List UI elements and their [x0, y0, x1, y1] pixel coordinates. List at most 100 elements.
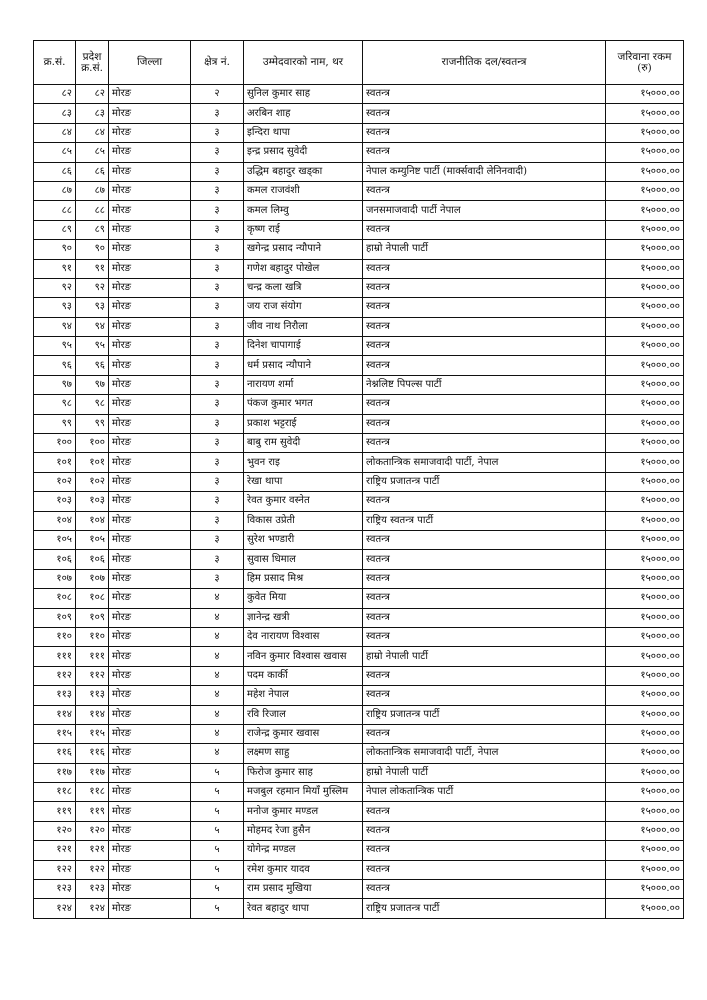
cell-province-serial-no: ११३	[75, 685, 109, 706]
cell-party: स्वतन्त्र	[362, 549, 606, 570]
cell-party: नेपाल कम्युनिष्ट पार्टी (मार्क्सवादी लेन…	[362, 161, 606, 182]
cell-serial-no: १२३	[33, 879, 76, 900]
cell-party: स्वतन्त्र	[362, 180, 606, 202]
cell-district: मोरङ	[108, 840, 191, 861]
cell-constituency-no: ४	[190, 665, 244, 687]
cell-candidate-name: पदम कार्की	[243, 665, 363, 687]
table-row: ९५ ९५ मोरङ ३ दिनेश चापागाई स्वतन्त्र १५०००.००	[33, 336, 684, 357]
cell-district: मोरङ	[108, 258, 191, 279]
cell-candidate-name: उद्धिम बहादुर खड्का	[243, 161, 363, 182]
cell-candidate-name: गणेश बहादुर पोखेल	[243, 258, 363, 279]
cell-candidate-name: अरबिन शाह	[243, 103, 363, 124]
cell-constituency-no: ३	[190, 336, 244, 357]
cell-fine-amount: १५०००.००	[605, 743, 684, 764]
cell-serial-no: ९१	[33, 258, 76, 279]
cell-district: मोरङ	[108, 646, 191, 667]
cell-serial-no: १०८	[33, 588, 76, 609]
table-row: ९० ९० मोरङ ३ खगेन्द्र प्रसाद न्यौपाने हाम्रो …	[33, 239, 684, 260]
table-row: ११८ ११८ मोरङ ५ मजबुल रहमान मियाँ मुस्लिम नेपा…	[33, 782, 684, 803]
cell-district: मोरङ	[108, 471, 191, 493]
header-fine-amount: जरिवाना रकम (रु)	[605, 40, 684, 85]
cell-candidate-name: सुनिल कुमार साह	[243, 83, 363, 105]
table-row: १११ १११ मोरङ ४ नविन कुमार विश्वास खवास हाम्रो…	[33, 646, 684, 667]
cell-constituency-no: ३	[190, 180, 244, 202]
cell-province-serial-no: १०४	[75, 510, 109, 531]
table-row: ११७ ११७ मोरङ ५ फिरोज कुमार साह हाम्रो नेपाली …	[33, 762, 684, 784]
cell-district: मोरङ	[108, 568, 191, 590]
cell-serial-no: १०५	[33, 529, 76, 551]
cell-serial-no: ९९	[33, 413, 76, 435]
cell-constituency-no: ४	[190, 743, 244, 764]
cell-province-serial-no: ८५	[75, 142, 109, 163]
cell-party: स्वतन्त्र	[362, 491, 606, 512]
cell-party: नेपाल लोकतान्त्रिक पार्टी	[362, 782, 606, 803]
cell-district: मोरङ	[108, 277, 191, 299]
cell-fine-amount: १५०००.००	[605, 685, 684, 706]
cell-constituency-no: ३	[190, 452, 244, 473]
cell-candidate-name: बाबु राम सुवेदी	[243, 433, 363, 454]
cell-serial-no: ८६	[33, 161, 76, 182]
cell-party: स्वतन्त्र	[362, 103, 606, 124]
cell-party: लोकतान्त्रिक समाजवादी पार्टी, नेपाल	[362, 452, 606, 473]
cell-serial-no: ९४	[33, 316, 76, 338]
cell-province-serial-no: ९९	[75, 413, 109, 435]
table-row: ९८ ९८ मोरङ ३ पंकज कुमार भगत स्वतन्त्र १५०००.००	[33, 394, 684, 415]
cell-candidate-name: जय राज संयोग	[243, 297, 363, 318]
cell-fine-amount: १५०००.००	[605, 297, 684, 318]
cell-district: मोरङ	[108, 103, 191, 124]
cell-serial-no: ११२	[33, 665, 76, 687]
cell-fine-amount: १५०००.००	[605, 374, 684, 396]
cell-serial-no: ८८	[33, 200, 76, 221]
cell-district: मोरङ	[108, 297, 191, 318]
cell-province-serial-no: १००	[75, 433, 109, 454]
cell-candidate-name: कृष्ण राई	[243, 219, 363, 241]
cell-constituency-no: ३	[190, 374, 244, 396]
cell-candidate-name: लक्ष्मण साहु	[243, 743, 363, 764]
cell-serial-no: ११५	[33, 723, 76, 745]
cell-fine-amount: १५०००.००	[605, 801, 684, 822]
cell-party: स्वतन्त्र	[362, 316, 606, 338]
cell-constituency-no: ५	[190, 782, 244, 803]
cell-serial-no: ९६	[33, 355, 76, 376]
cell-fine-amount: १५०००.००	[605, 510, 684, 531]
cell-candidate-name: भुवन राइ	[243, 452, 363, 473]
cell-serial-no: ११९	[33, 801, 76, 822]
table-row: ११६ ११६ मोरङ ४ लक्ष्मण साहु लोकतान्त्रिक समाज…	[33, 743, 684, 764]
table-row: १२३ १२३ मोरङ ५ राम प्रसाद मुखिया स्वतन्त्र १५०…	[33, 879, 684, 900]
cell-candidate-name: हिम प्रसाद मिश्र	[243, 568, 363, 590]
table-row: ११९ ११९ मोरङ ५ मनोज कुमार मण्डल स्वतन्त्र १५००…	[33, 801, 684, 822]
cell-serial-no: १२१	[33, 840, 76, 861]
table-row: १२१ १२१ मोरङ ५ योगेन्द्र मण्डल स्वतन्त्र १५०००…	[33, 840, 684, 861]
cell-constituency-no: ३	[190, 433, 244, 454]
cell-constituency-no: ३	[190, 200, 244, 221]
cell-constituency-no: ४	[190, 588, 244, 609]
cell-party: स्वतन्त्र	[362, 879, 606, 900]
cell-constituency-no: ४	[190, 685, 244, 706]
cell-fine-amount: १५०००.००	[605, 723, 684, 745]
table-row: ११४ ११४ मोरङ ४ रवि रिजाल राष्ट्रिय प्रजातन्त्…	[33, 704, 684, 725]
cell-province-serial-no: ८९	[75, 219, 109, 241]
cell-province-serial-no: ११७	[75, 762, 109, 784]
cell-party: स्वतन्त्र	[362, 336, 606, 357]
cell-province-serial-no: १०९	[75, 607, 109, 628]
cell-constituency-no: ३	[190, 103, 244, 124]
cell-district: मोरङ	[108, 122, 191, 144]
cell-constituency-no: ३	[190, 316, 244, 338]
cell-constituency-no: ४	[190, 626, 244, 648]
table-header-row: क्र.सं. प्रदेश क्र.सं. जिल्ला क्षेत्र नं…	[33, 40, 684, 85]
table-row: ११५ ११५ मोरङ ४ राजेन्द्र कुमार खवास स्वतन्त्र…	[33, 723, 684, 745]
cell-fine-amount: १५०००.००	[605, 200, 684, 221]
cell-serial-no: १०३	[33, 491, 76, 512]
cell-district: मोरङ	[108, 219, 191, 241]
cell-district: मोरङ	[108, 529, 191, 551]
cell-constituency-no: ५	[190, 859, 244, 881]
cell-district: मोरङ	[108, 762, 191, 784]
cell-party: हाम्रो नेपाली पार्टी	[362, 646, 606, 667]
cell-fine-amount: १५०००.००	[605, 219, 684, 241]
cell-serial-no: १०४	[33, 510, 76, 531]
table-row: ८७ ८७ मोरङ ३ कमल राजवंशी स्वतन्त्र १५०००.००	[33, 180, 684, 202]
cell-serial-no: ८२	[33, 83, 76, 105]
cell-constituency-no: ५	[190, 820, 244, 842]
table-row: ९१ ९१ मोरङ ३ गणेश बहादुर पोखेल स्वतन्त्र १५०००…	[33, 258, 684, 279]
cell-province-serial-no: ११९	[75, 801, 109, 822]
